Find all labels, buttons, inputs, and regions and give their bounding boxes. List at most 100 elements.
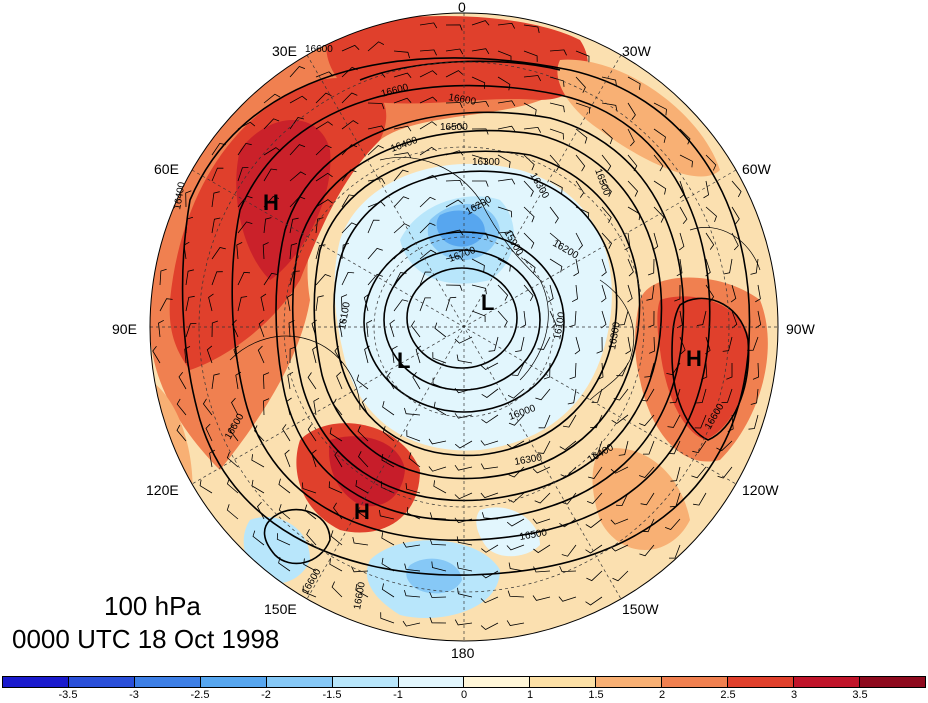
colorbar-swatch xyxy=(68,677,135,687)
wind-barb xyxy=(497,154,511,168)
wind-barb xyxy=(411,320,421,338)
wind-barb xyxy=(211,373,220,390)
wind-barb xyxy=(419,222,436,234)
wind-barb xyxy=(231,319,239,338)
wind-barb xyxy=(549,128,564,140)
wind-barb xyxy=(263,272,278,286)
wind-barb xyxy=(367,145,384,156)
wind-barb xyxy=(523,50,538,62)
wind-barb xyxy=(276,533,291,546)
wind-barb xyxy=(523,232,535,249)
wind-barb xyxy=(176,424,187,442)
wind-barb xyxy=(721,388,733,403)
wind-barb xyxy=(433,480,447,494)
wind-barb xyxy=(549,206,559,224)
wind-barb xyxy=(574,336,581,355)
wind-barb xyxy=(471,310,486,322)
wind-barb xyxy=(585,596,603,606)
wind-barb xyxy=(263,118,280,130)
wind-barb xyxy=(428,466,447,472)
wind-barb xyxy=(497,178,516,185)
wind-barb xyxy=(454,464,473,471)
wind-barb xyxy=(497,206,513,218)
wind-barb xyxy=(627,128,635,147)
wind-barb xyxy=(717,466,733,479)
wind-barb xyxy=(237,221,253,234)
wind-barb xyxy=(454,492,473,500)
wind-barb xyxy=(404,589,421,598)
wind-barb xyxy=(591,440,603,455)
wind-barb xyxy=(419,121,437,130)
wind-barb xyxy=(211,247,226,260)
wind-barb xyxy=(755,284,761,303)
wind-barb xyxy=(315,144,332,156)
wind-barb xyxy=(431,561,447,572)
wind-barb xyxy=(523,24,540,33)
wind-barb xyxy=(497,231,515,238)
wind-barb xyxy=(537,440,551,454)
wind-barb xyxy=(705,154,717,171)
wind-barb xyxy=(506,544,525,551)
wind-barb xyxy=(454,440,473,449)
wind-barb xyxy=(535,388,551,401)
wind-barb xyxy=(618,440,629,456)
contour-value-label: 16300 xyxy=(472,157,500,168)
wind-barb xyxy=(289,66,306,78)
wind-barb xyxy=(696,388,707,404)
wind-barb xyxy=(358,451,369,468)
wind-barb xyxy=(731,180,742,198)
contour-value-label: 16400 xyxy=(172,181,188,211)
wind-barb xyxy=(445,102,463,109)
wind-barb xyxy=(432,352,447,364)
wind-barb xyxy=(507,388,525,399)
wind-barb xyxy=(236,242,243,260)
wind-barb xyxy=(419,196,436,208)
wind-barb xyxy=(251,454,265,468)
wind-barb xyxy=(471,154,487,165)
wind-barb xyxy=(748,414,759,430)
wind-barb xyxy=(289,243,298,260)
wind-barb xyxy=(445,255,464,262)
wind-barb xyxy=(471,201,490,208)
wind-barb xyxy=(289,217,299,234)
wind-barb xyxy=(357,425,369,442)
wind-barb xyxy=(381,557,395,572)
colorbar-swatch xyxy=(3,677,69,687)
wind-barb xyxy=(445,284,463,292)
wind-barb xyxy=(639,414,655,427)
wind-barb xyxy=(329,427,343,442)
wind-barb xyxy=(391,345,398,364)
wind-barb xyxy=(355,480,369,494)
wind-barb xyxy=(549,102,565,113)
colorbar-tick-label: 2.5 xyxy=(720,689,736,701)
low-center: L xyxy=(481,290,494,315)
wind-barb xyxy=(693,492,707,506)
wind-barb xyxy=(341,271,355,286)
wind-barb xyxy=(307,372,317,390)
wind-barb xyxy=(382,400,395,416)
wind-barb xyxy=(404,407,421,416)
lon-label: 30E xyxy=(272,43,297,59)
wind-barb xyxy=(355,584,369,598)
wind-barb xyxy=(549,49,567,56)
wind-barb xyxy=(678,232,685,251)
wind-barb xyxy=(559,440,577,451)
lon-label: 120W xyxy=(742,482,779,498)
wind-barb xyxy=(601,284,607,303)
wind-barb xyxy=(547,284,554,303)
wind-barb xyxy=(445,70,464,78)
wind-barb xyxy=(669,388,681,404)
wind-barb xyxy=(642,518,655,533)
wind-barb xyxy=(393,152,412,159)
wind-barb xyxy=(653,128,666,143)
wind-barb xyxy=(679,206,688,225)
wind-barb xyxy=(393,50,410,59)
wind-barb xyxy=(652,232,659,251)
colorbar-tick-label: 2 xyxy=(658,689,666,701)
wind-barb xyxy=(260,293,267,312)
contour-value-label: 16100 xyxy=(337,301,353,331)
wind-barb xyxy=(480,622,499,630)
wind-barb xyxy=(419,70,438,78)
wind-barb xyxy=(567,388,577,405)
wind-barb xyxy=(328,481,343,494)
